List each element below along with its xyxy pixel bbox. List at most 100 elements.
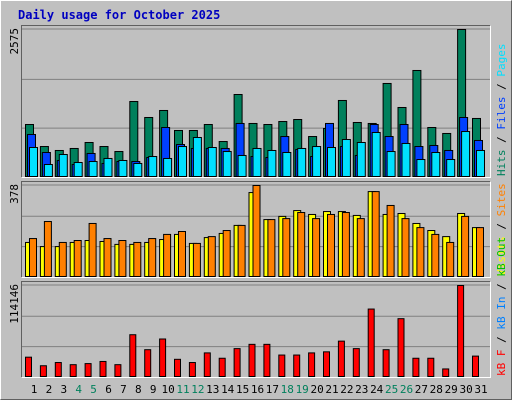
legend-entry: kB F (495, 350, 508, 377)
bar (457, 285, 465, 377)
bar (114, 364, 122, 378)
bar (416, 159, 426, 178)
bar (88, 222, 97, 277)
y-max-label: 378 (8, 184, 21, 204)
bar (282, 151, 292, 178)
bar (222, 151, 232, 177)
bar (367, 308, 375, 378)
bar (278, 354, 286, 378)
bar (427, 357, 435, 377)
bar (327, 146, 336, 177)
bar (461, 215, 470, 277)
bar (341, 139, 351, 177)
x-tick-label: 4 (75, 383, 82, 396)
legend: kB F / kB In / kB Out (495, 237, 508, 376)
bar (25, 356, 32, 377)
bar (297, 212, 306, 277)
bar (267, 219, 276, 278)
bar (148, 156, 158, 178)
bar (133, 162, 143, 177)
x-tick-label: 16 (251, 383, 264, 396)
x-tick-label: 27 (415, 383, 428, 396)
bar (54, 362, 62, 377)
bar (58, 154, 68, 177)
bar (118, 159, 128, 177)
legend-separator: / (495, 277, 508, 297)
legend-entry: Hits (495, 150, 508, 177)
x-tick-label: 12 (191, 383, 204, 396)
legend-separator: / (495, 130, 508, 150)
x-tick-label: 9 (150, 383, 157, 396)
bar (476, 227, 484, 277)
x-tick-label: 17 (266, 383, 279, 396)
bar (148, 238, 157, 277)
bar (163, 157, 173, 178)
x-tick-label: 18 (281, 383, 294, 396)
bar (174, 358, 181, 378)
bar (431, 151, 441, 178)
bar (29, 238, 37, 277)
bar (188, 362, 196, 377)
x-tick-label: 1 (31, 383, 38, 396)
x-tick-label: 6 (105, 383, 112, 396)
bar (442, 368, 450, 378)
legend: Hits / Files / Pages (495, 44, 508, 177)
panel-bevel-light (21, 25, 491, 178)
x-tick-label: 15 (236, 383, 249, 396)
legend-entry: Sites (495, 183, 508, 216)
bar (159, 338, 167, 377)
bar (323, 351, 330, 378)
bar (73, 240, 82, 278)
bar (192, 136, 202, 177)
x-tick-label: 19 (296, 383, 309, 396)
x-tick-label: 26 (400, 383, 413, 396)
bar (178, 146, 187, 178)
bar (103, 157, 113, 178)
bar (207, 146, 217, 177)
legend-entry: Files (495, 97, 508, 130)
bar (29, 146, 38, 177)
bar (337, 340, 345, 378)
legend-entry: kB In (495, 297, 508, 330)
bar (133, 241, 142, 277)
legend-separator: / (495, 216, 508, 236)
bar (282, 218, 291, 277)
panel-bevel-dark (21, 181, 491, 278)
bar (163, 233, 172, 278)
panel-bevel-light (21, 281, 491, 378)
legend: Visits / Sites (495, 183, 508, 276)
x-tick-label: 28 (430, 383, 443, 396)
legend-entry: Pages (495, 44, 508, 77)
bar (356, 218, 365, 277)
panel-bevel-light (21, 181, 491, 278)
bar (446, 159, 456, 178)
x-tick-label: 31 (474, 383, 487, 396)
bar (73, 161, 83, 178)
x-tick-label: 7 (120, 383, 127, 396)
x-tick-label: 22 (340, 383, 353, 396)
bar (88, 161, 98, 177)
y-max-label: 114146 (8, 284, 21, 324)
bar (99, 360, 107, 377)
bar (237, 154, 247, 178)
bar (386, 151, 396, 177)
x-tick-label: 30 (459, 383, 472, 396)
x-tick-label: 14 (221, 383, 235, 396)
bar (103, 238, 112, 277)
bar (461, 131, 471, 178)
x-tick-label: 20 (310, 383, 323, 396)
bar (446, 241, 455, 277)
bar (203, 352, 211, 377)
bar (371, 131, 381, 177)
panel-bevel-dark (21, 281, 491, 378)
bar (178, 231, 186, 277)
bar (371, 191, 380, 277)
bar (263, 343, 271, 377)
y-max-label: 2575 (8, 28, 21, 55)
bar (386, 204, 395, 277)
bar (69, 364, 77, 378)
bar (248, 343, 256, 377)
bar (39, 365, 47, 378)
bar (416, 227, 425, 277)
